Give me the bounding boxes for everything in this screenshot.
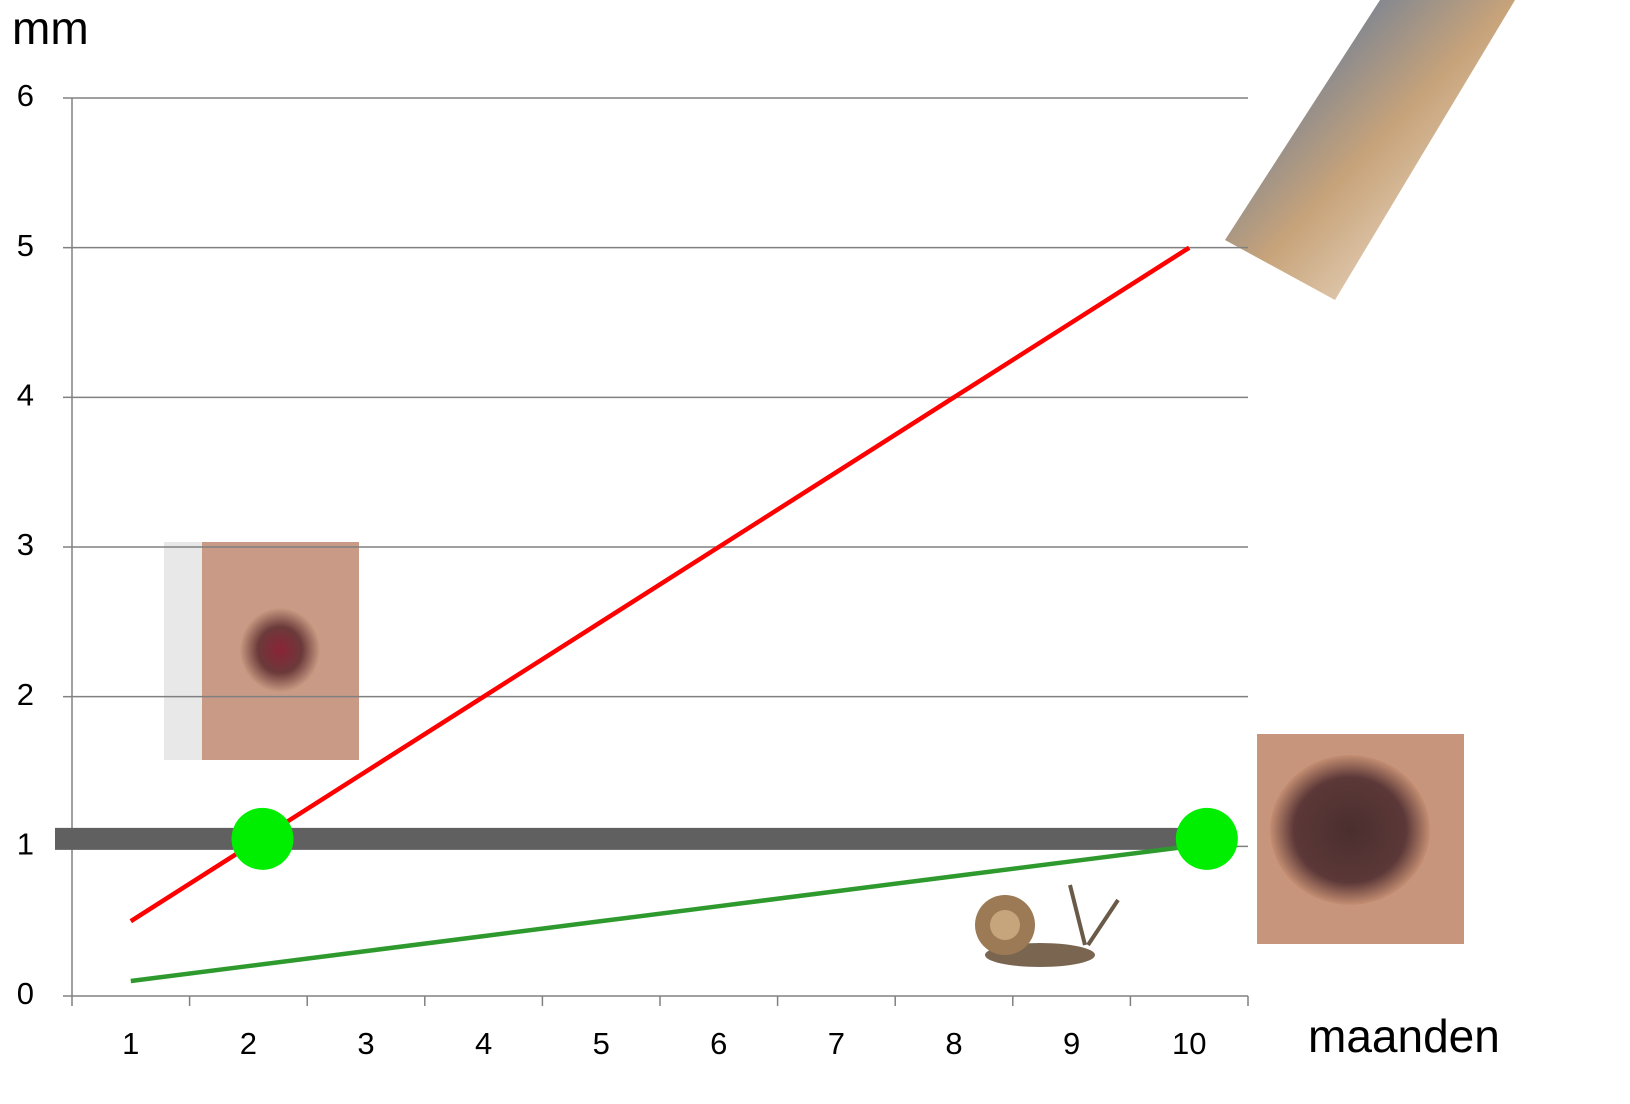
- snail-image: [975, 884, 1120, 967]
- y-tick-label: 3: [17, 527, 34, 562]
- y-tick-label: 1: [17, 827, 34, 862]
- x-tick-label: 7: [828, 1026, 845, 1061]
- y-tick-label: 6: [17, 78, 34, 113]
- data-line: [129, 245, 1191, 924]
- mole: [240, 608, 320, 692]
- marker-dot: [1175, 807, 1238, 870]
- x-tick-label: 5: [593, 1026, 610, 1061]
- rocket-image: [1225, 0, 1515, 300]
- x-tick-label: 8: [945, 1026, 962, 1061]
- x-tick-label: 9: [1063, 1026, 1080, 1061]
- x-axis-title: maanden: [1308, 1010, 1500, 1062]
- x-tick-label: 6: [710, 1026, 727, 1061]
- data-line: [130, 844, 1190, 984]
- x-tick-label: 3: [357, 1026, 374, 1061]
- x-tick-label: 4: [475, 1026, 492, 1061]
- y-tick-label: 0: [17, 976, 34, 1011]
- melanoma: [1270, 755, 1430, 905]
- y-tick-label: 5: [17, 228, 34, 263]
- decorations: [164, 0, 1515, 967]
- ruler: [164, 542, 202, 760]
- y-axis-title: mm: [12, 2, 89, 54]
- x-tick-label: 2: [240, 1026, 257, 1061]
- x-tick-label: 1: [122, 1026, 139, 1061]
- marker-dot: [231, 807, 294, 870]
- x-tick-label: 10: [1172, 1026, 1206, 1061]
- y-tick-label: 2: [17, 677, 34, 712]
- y-tick-label: 4: [17, 378, 34, 413]
